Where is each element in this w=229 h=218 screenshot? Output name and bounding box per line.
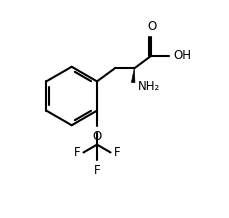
Polygon shape <box>131 68 134 82</box>
Text: O: O <box>92 130 101 143</box>
Text: OH: OH <box>173 49 191 62</box>
Text: NH₂: NH₂ <box>137 80 159 93</box>
Text: O: O <box>147 20 156 33</box>
Text: F: F <box>73 146 80 159</box>
Text: F: F <box>113 146 120 159</box>
Text: F: F <box>93 164 100 177</box>
